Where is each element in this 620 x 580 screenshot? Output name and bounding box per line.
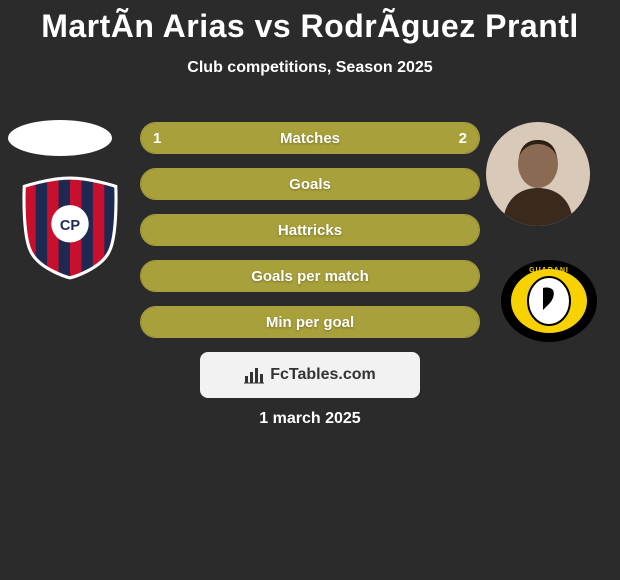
stat-label: Goals per match xyxy=(141,261,479,291)
stat-row-gpm: Goals per match xyxy=(140,260,480,292)
svg-text:GUARANI: GUARANI xyxy=(529,267,569,274)
player-left-avatar xyxy=(8,120,112,156)
stat-row-matches: 1 Matches 2 xyxy=(140,122,480,154)
stats-container: 1 Matches 2 Goals Hattricks Goals per ma… xyxy=(140,122,480,352)
player-right-avatar xyxy=(486,122,590,226)
stat-label: Goals xyxy=(141,169,479,199)
footer-date: 1 march 2025 xyxy=(0,410,620,428)
svg-text:CP: CP xyxy=(60,218,81,234)
stat-label: Min per goal xyxy=(141,307,479,337)
page-subtitle: Club competitions, Season 2025 xyxy=(0,59,620,77)
club-badge-right: GUARANI xyxy=(498,258,600,344)
club-badge-left: CP xyxy=(18,176,122,280)
stat-row-goals: Goals xyxy=(140,168,480,200)
stat-value-right: 2 xyxy=(459,123,467,153)
stat-row-hattricks: Hattricks xyxy=(140,214,480,246)
brand-text: FcTables.com xyxy=(270,366,376,384)
chart-bars-icon xyxy=(244,366,264,384)
brand-card[interactable]: FcTables.com xyxy=(200,352,420,398)
stat-label: Matches xyxy=(141,123,479,153)
stat-row-mpg: Min per goal xyxy=(140,306,480,338)
stat-label: Hattricks xyxy=(141,215,479,245)
page-title: MartÃ­n Arias vs RodrÃ­guez Prantl xyxy=(0,0,620,45)
